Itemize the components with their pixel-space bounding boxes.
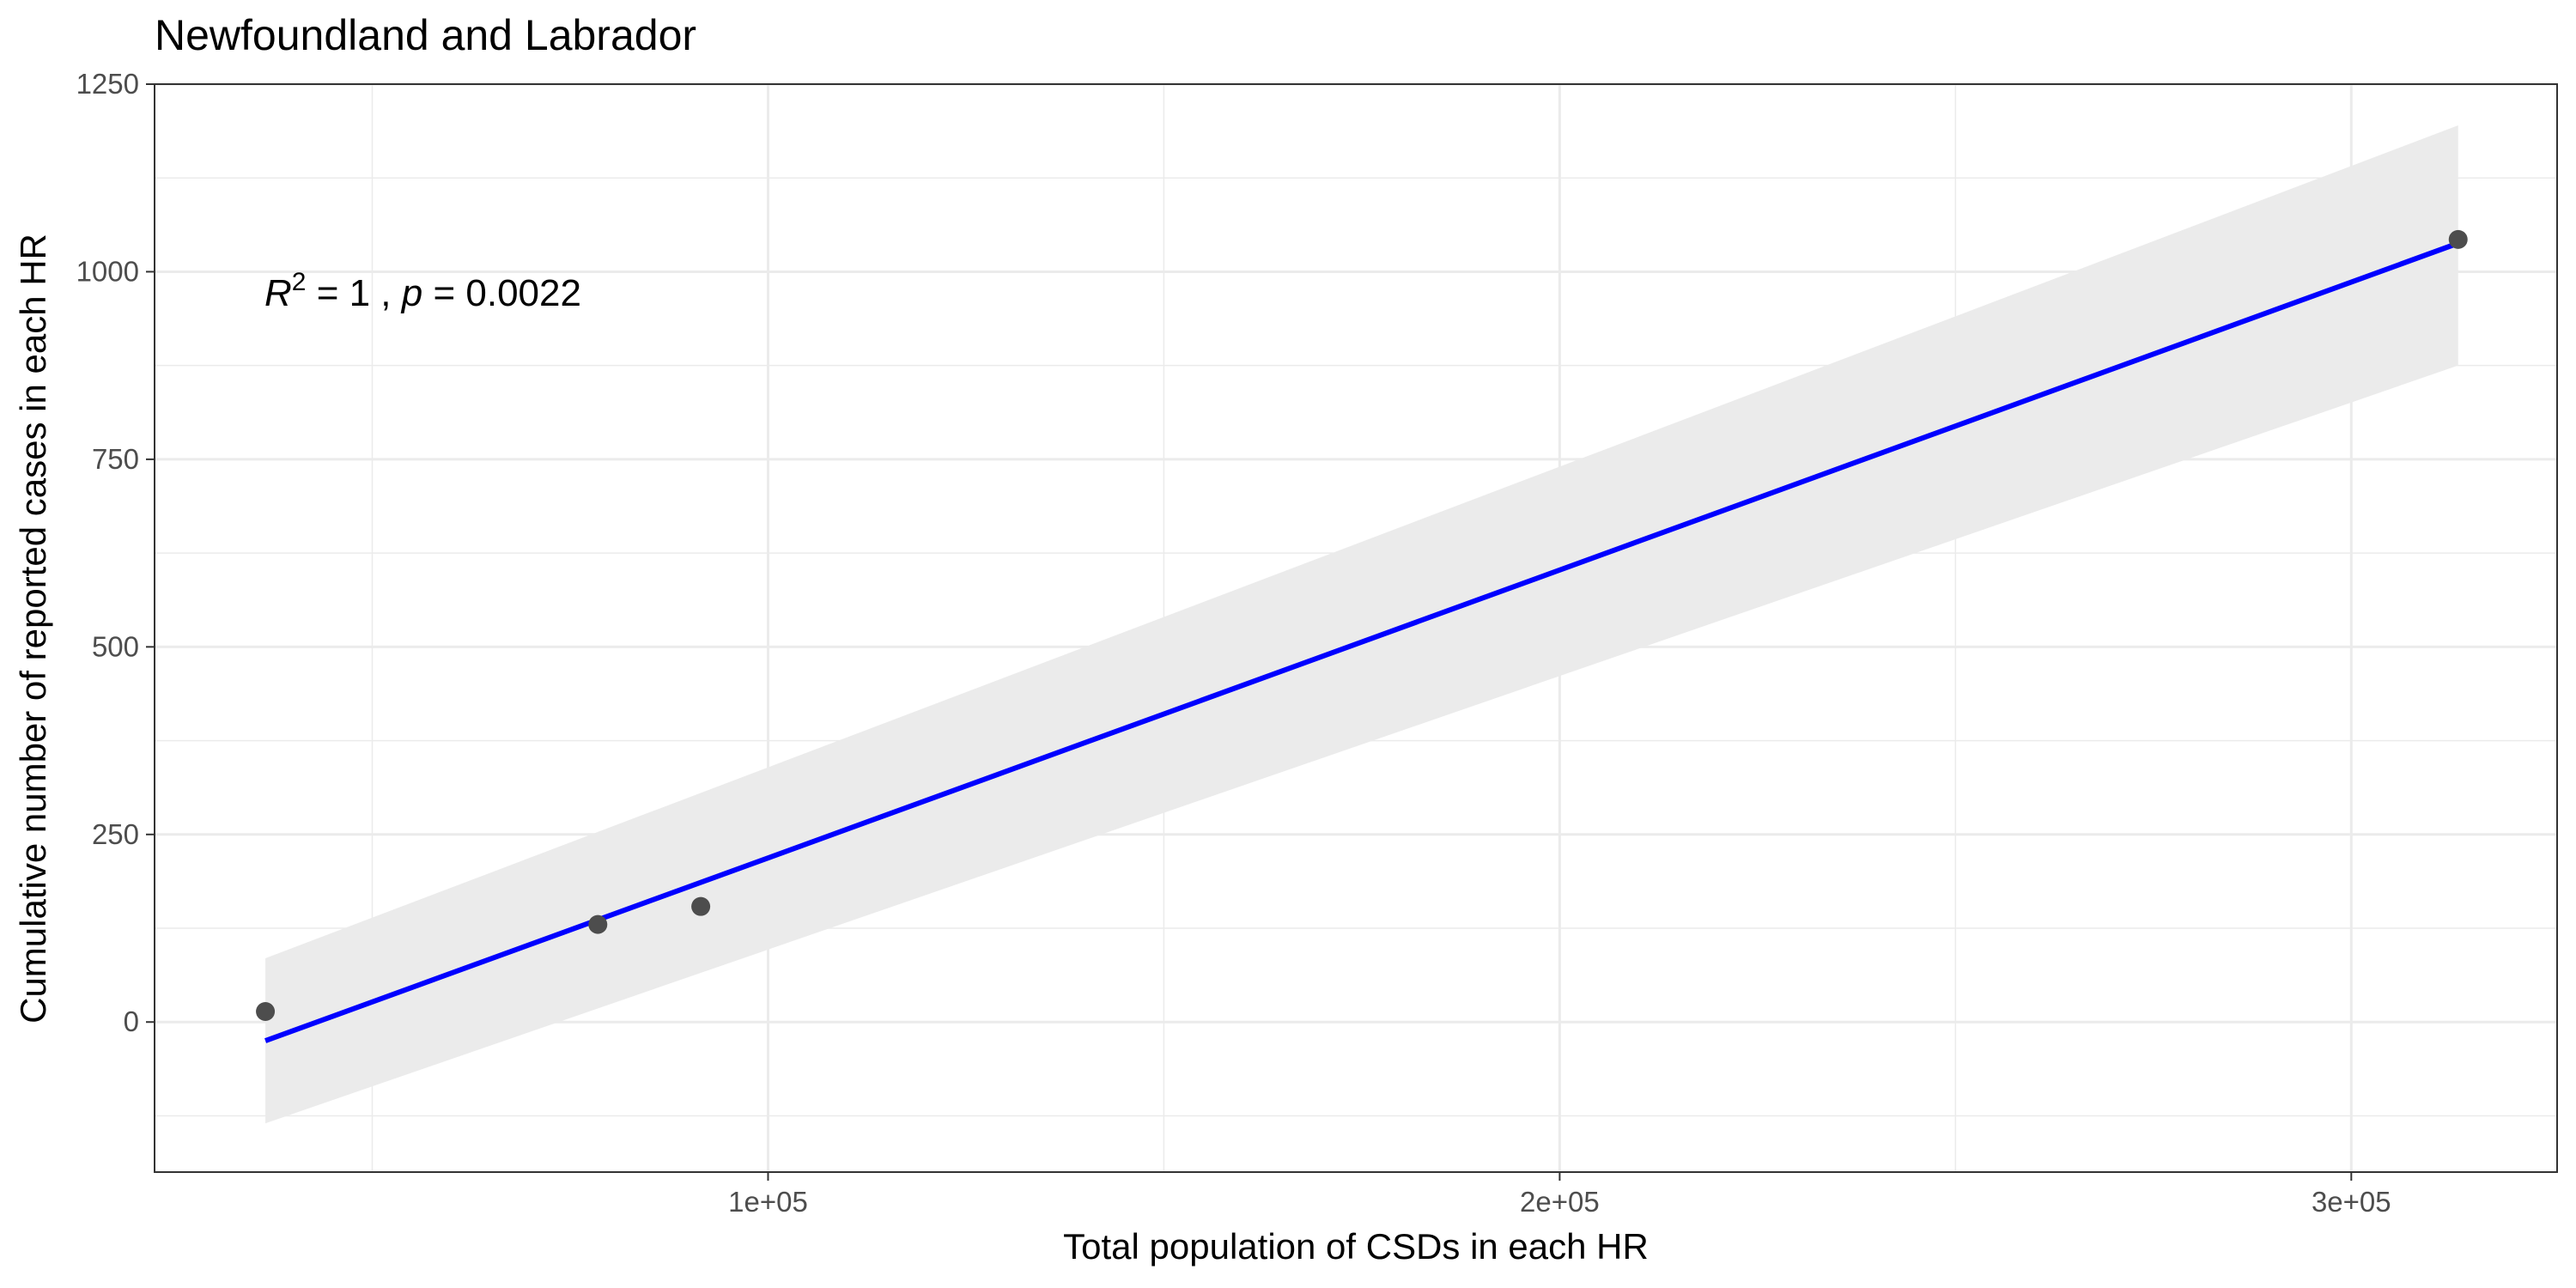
plot-border	[154, 83, 2558, 1173]
y-tick-label: 1000	[76, 255, 139, 287]
y-tick-label: 750	[92, 443, 139, 475]
y-axis: 0 250 500 750 1000 1250	[76, 68, 155, 1037]
r-exponent: 2	[292, 268, 307, 296]
y-tick-label: 500	[92, 630, 139, 662]
confidence-band	[265, 125, 2458, 1124]
y-tick-label: 1250	[76, 68, 139, 100]
x-axis-title: Total population of CSDs in each HR	[1063, 1226, 1649, 1267]
p-value: = 0.0022	[422, 272, 581, 314]
x-tick-label: 1e+05	[728, 1186, 808, 1218]
r-label: R	[264, 272, 292, 314]
data-point	[691, 896, 711, 916]
data-point	[256, 1002, 276, 1022]
p-label: p	[400, 272, 422, 314]
data-points	[256, 229, 2468, 1022]
r-value: = 1 ,	[306, 272, 401, 314]
y-tick-label: 0	[124, 1005, 139, 1037]
chart-title: Newfoundland and Labrador	[155, 11, 696, 59]
stats-annotation: R2 = 1 , p = 0.0022	[264, 268, 581, 314]
y-axis-title: Cumulative number of reported cases in e…	[13, 234, 53, 1024]
x-tick-label: 3e+05	[2312, 1186, 2391, 1218]
data-point	[588, 914, 608, 934]
regression-line	[264, 240, 2459, 1043]
x-tick-label: 2e+05	[1520, 1186, 1600, 1218]
y-tick-label: 250	[92, 818, 139, 850]
x-axis: 1e+05 2e+05 3e+05	[728, 1172, 2391, 1218]
data-point	[2448, 229, 2468, 249]
